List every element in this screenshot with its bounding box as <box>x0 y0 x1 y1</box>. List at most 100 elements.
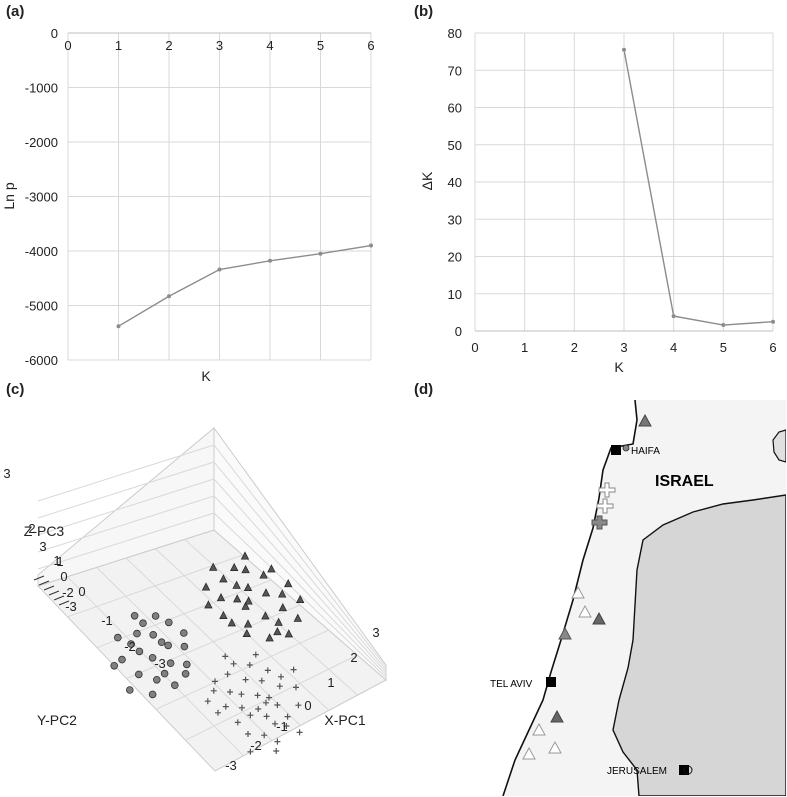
site-marker <box>532 722 546 736</box>
pca-point-cross <box>276 683 283 690</box>
pca-point-cross <box>254 692 261 699</box>
pca-point-circle <box>183 660 191 669</box>
pca-point-cross <box>263 699 269 706</box>
data-point <box>167 294 171 299</box>
pca-point-circle <box>135 670 143 679</box>
x-tick-label: 5 <box>317 38 324 53</box>
site-marker <box>548 740 562 754</box>
pca-point-triangle <box>230 562 239 571</box>
pca-point-cross <box>204 698 211 705</box>
x-tick-label: 1 <box>327 675 334 690</box>
pca-point-triangle <box>232 580 241 589</box>
z-axis-tick <box>48 590 60 596</box>
z-tick-label: 1 <box>56 554 63 569</box>
pca-point-cross <box>247 712 254 719</box>
pca-point-triangle <box>278 589 287 598</box>
site-marker <box>558 626 572 640</box>
panel-label-a: (a) <box>6 3 25 20</box>
sea-area <box>423 400 637 796</box>
pca-point-cross <box>210 687 217 694</box>
pca-point-cross <box>264 667 271 674</box>
data-point <box>771 319 775 324</box>
z-tick-label: 3 <box>39 539 46 554</box>
site-marker <box>578 604 592 618</box>
y-tick-label: -3 <box>154 656 166 671</box>
pca-point-cross <box>274 738 281 745</box>
pca-point-circle <box>180 642 189 651</box>
city-label-tel-aviv: TEL AVIV <box>490 679 533 690</box>
z-axis-tick <box>53 595 65 601</box>
pca-point-cross <box>238 691 245 698</box>
pca-point-circle <box>151 612 160 620</box>
z-axis-label: Z-PC3 <box>24 523 65 539</box>
y-tick-label: 1 <box>53 553 60 568</box>
wall-gridline <box>37 478 387 673</box>
y-tick-label: 50 <box>448 138 462 153</box>
data-point <box>268 258 272 263</box>
y-tick-label: 0 <box>51 26 58 41</box>
pca-point-triangle <box>284 579 293 588</box>
x-axis-label: K <box>614 359 624 375</box>
site-marker <box>522 746 536 760</box>
pca-point-cross <box>261 732 268 739</box>
y-axis-label: ΔK <box>419 171 435 190</box>
pca-point-triangle <box>284 629 293 638</box>
pca-point-triangle <box>227 618 236 627</box>
y-tick-label: 0 <box>455 324 462 339</box>
pca-point-triangle <box>261 588 271 597</box>
pca-point-triangle <box>242 628 251 637</box>
z-axis-tick <box>43 585 55 591</box>
y-tick-label: 10 <box>448 287 462 302</box>
x-tick-label: 1 <box>521 340 528 355</box>
pca-point-circle <box>130 612 139 620</box>
data-point <box>622 47 626 52</box>
x-tick-label: 0 <box>471 340 478 355</box>
pca-point-circle <box>135 647 144 656</box>
y-tick-label: 60 <box>448 101 462 116</box>
y-tick-label: -1000 <box>25 81 58 96</box>
pca-point-cross <box>245 731 251 737</box>
x-tick-label: 2 <box>165 38 172 53</box>
pca-point-cross <box>272 720 278 727</box>
site-marker <box>638 413 652 427</box>
pca-point-circle <box>165 618 173 627</box>
pca-point-cross <box>284 713 291 720</box>
wall-gridline <box>37 495 387 676</box>
wall-gridline <box>37 444 387 668</box>
x-tick-label: 5 <box>720 340 727 355</box>
data-point <box>721 323 726 328</box>
pca-point-circle <box>110 661 118 670</box>
x-tick-label: 3 <box>620 340 627 355</box>
pca-point-cross <box>215 709 221 716</box>
pca-point-cross <box>247 748 254 755</box>
series-line <box>118 244 372 327</box>
x-tick-label: 6 <box>367 38 374 53</box>
z-axis-tick <box>38 580 50 586</box>
y-tick-label: 30 <box>448 212 462 227</box>
y-axis-label: Ln p <box>1 182 17 209</box>
pca-point-cross <box>242 676 249 683</box>
west-bank-region <box>612 494 786 796</box>
pca-point-circle <box>127 640 135 648</box>
site-marker <box>550 709 564 723</box>
pca-point-triangle <box>265 633 274 642</box>
pca-point-triangle <box>233 594 242 603</box>
site-marker-cross <box>596 498 614 514</box>
z-tick-label: -2 <box>62 585 74 600</box>
pca-point-triangle <box>261 611 270 620</box>
y-tick-label: 20 <box>448 250 462 265</box>
pca-point-cross <box>230 660 237 667</box>
pca-point-triangle <box>243 582 253 591</box>
x-tick-label: 3 <box>372 625 379 640</box>
pca-point-circle <box>181 669 190 678</box>
y-tick-label: -2 <box>124 639 136 654</box>
pca-point-circle <box>133 629 141 638</box>
pca-point-circle <box>139 619 147 628</box>
data-point <box>671 314 676 319</box>
pca-point-circle <box>157 638 166 647</box>
z-tick-label: 0 <box>60 569 67 584</box>
pca-point-cross <box>263 713 270 720</box>
lake-north <box>772 429 786 463</box>
y-tick-label: -2000 <box>25 135 58 150</box>
